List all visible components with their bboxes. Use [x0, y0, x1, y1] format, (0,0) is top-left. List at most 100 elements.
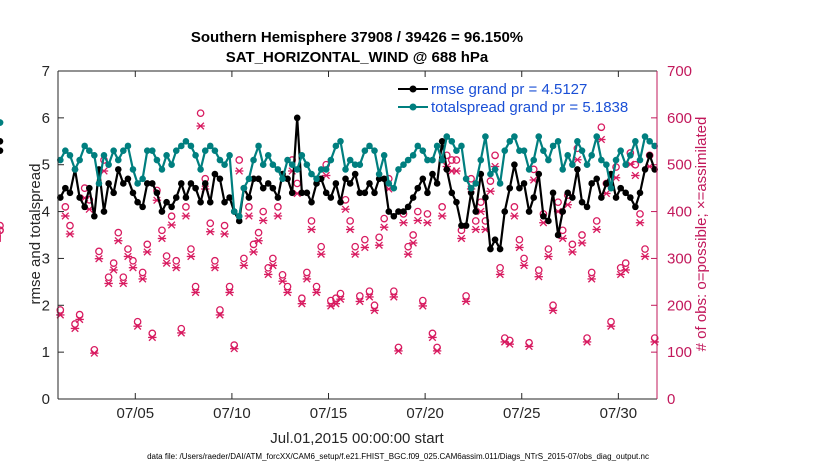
obs-possible-point: [211, 256, 219, 265]
footer-note: data file: /Users/raeder/DAI/ATM_forcXX/…: [147, 452, 649, 461]
rmse-point: [182, 194, 190, 201]
obs-possible-point: [269, 254, 277, 263]
obs-assimilated-point: [418, 302, 428, 310]
totalspread-point: [496, 180, 504, 187]
rmse-point: [245, 194, 253, 201]
totalspread-point: [641, 133, 649, 140]
rmse-point: [288, 189, 296, 197]
rmse-point: [250, 175, 257, 183]
totalspread-point: [438, 156, 446, 164]
obs-assimilated-point: [128, 263, 138, 272]
obs-assimilated-point: [592, 225, 601, 234]
rmse-point: [139, 203, 146, 211]
obs-assimilated-point: [61, 212, 70, 220]
totalspread-point: [143, 147, 151, 154]
totalspread-point: [158, 166, 166, 173]
rmse-point: [255, 175, 262, 183]
rmse-point: [206, 198, 214, 206]
obs-possible-point: [162, 252, 171, 260]
obs-assimilated-point: [186, 252, 196, 261]
totalspread-point: [187, 142, 195, 150]
rmse-point: [129, 189, 137, 197]
rmse-point: [114, 166, 122, 173]
obs-possible-point: [187, 245, 195, 253]
y-right-tick-label: 300: [667, 250, 692, 267]
obs-possible-point: [409, 231, 417, 239]
obs-assimilated-point: [191, 288, 200, 297]
rmse-point: [632, 203, 639, 211]
obs-possible-point: [336, 289, 345, 298]
obs-assimilated-point: [249, 248, 258, 256]
totalspread-point: [583, 161, 591, 169]
totalspread-point: [429, 156, 436, 164]
obs-assimilated-point: [568, 248, 577, 256]
obs-assimilated-point: [336, 295, 345, 303]
y-right-tick-label: 600: [667, 110, 692, 127]
obs-assimilated-point: [230, 344, 239, 353]
obs-assimilated-point: [360, 243, 370, 252]
rmse-point: [559, 208, 567, 215]
rmse-point: [564, 189, 572, 197]
rmse-line: [59, 116, 656, 251]
obs-possible-point: [206, 219, 215, 228]
rmse-point: [105, 180, 112, 187]
totalspread-point: [124, 142, 132, 150]
rmse-point: [554, 231, 562, 239]
obs-possible-point: [418, 296, 427, 305]
obs-possible-point: [370, 301, 379, 310]
totalspread-point: [342, 166, 349, 173]
obs-assimilated-point: [104, 279, 113, 288]
rmse-point: [525, 208, 533, 215]
obs-assimilated-point: [312, 288, 321, 297]
totalspread-point: [148, 147, 156, 154]
totalspread-point: [482, 133, 489, 140]
totalspread-point: [578, 147, 586, 154]
totalspread-point: [433, 142, 441, 150]
obs-assimilated-point: [635, 218, 645, 227]
totalspread-point: [380, 152, 388, 159]
obs-assimilated-point: [210, 263, 220, 272]
obs-assimilated-point: [94, 254, 104, 263]
totalspread-point: [0, 119, 4, 126]
totalspread-point: [153, 156, 161, 164]
totalspread-point: [612, 156, 620, 164]
obs-assimilated-point: [606, 322, 616, 330]
obs-possible-point: [254, 228, 263, 237]
totalspread-point: [269, 161, 277, 169]
totalspread-point: [95, 180, 103, 187]
obs-assimilated-point: [341, 205, 350, 213]
rmse-point: [346, 180, 354, 187]
obs-assimilated-point: [177, 329, 186, 337]
totalspread-point: [221, 161, 228, 169]
totalspread-point: [651, 142, 658, 150]
rmse-point: [110, 189, 117, 197]
rmse-point: [651, 166, 658, 173]
totalspread-point: [250, 156, 257, 164]
rmse-point: [419, 175, 427, 183]
obs-assimilated-point: [70, 324, 80, 333]
totalspread-point: [71, 166, 79, 173]
obs-assimilated-point: [548, 306, 558, 315]
rmse-point: [627, 194, 634, 201]
totalspread-point: [395, 166, 402, 173]
totalspread-point: [216, 156, 224, 164]
rmse-point: [424, 189, 431, 197]
rmse-point: [520, 180, 528, 187]
totalspread-point: [114, 156, 122, 164]
rmse-point: [443, 166, 451, 173]
totalspread-point: [414, 142, 422, 150]
obs-assimilated-point: [631, 171, 640, 180]
rmse-point: [293, 114, 301, 122]
rmse-point: [192, 184, 199, 192]
totalspread-point: [646, 137, 653, 145]
obs-possible-point: [578, 231, 586, 239]
rmse-point: [462, 222, 470, 229]
y-tick-label: 3: [42, 250, 50, 267]
rmse-point: [583, 203, 591, 211]
rmse-point: [482, 194, 489, 201]
rmse-point: [284, 175, 291, 183]
totalspread-point: [371, 147, 378, 154]
obs-assimilated-point: [519, 261, 529, 270]
obs-assimilated-point: [394, 347, 403, 355]
totalspread-point: [424, 156, 431, 164]
